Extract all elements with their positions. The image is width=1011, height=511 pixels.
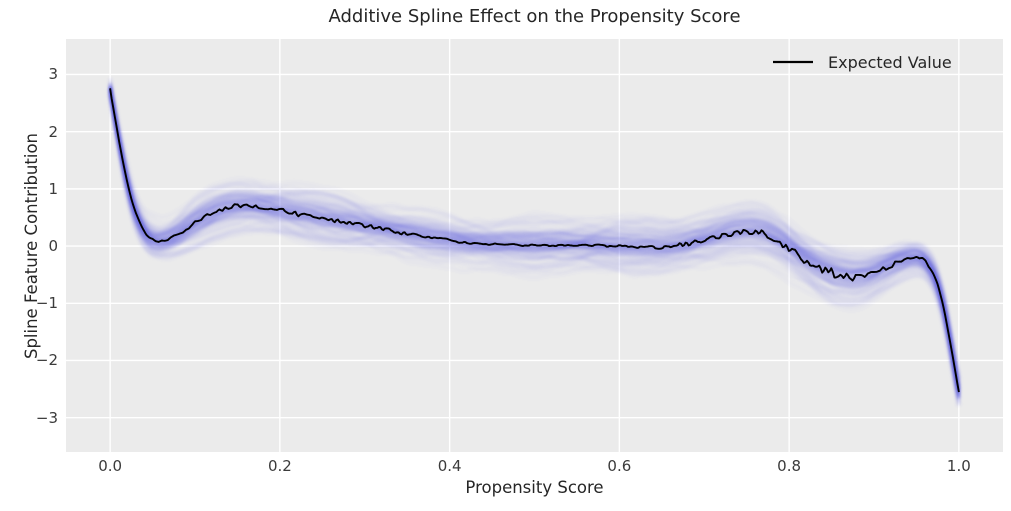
x-tick-label: 0.4 [437,457,462,475]
y-tick-label: 2 [48,122,58,141]
legend-label: Expected Value [828,52,952,72]
y-tick-label: −3 [35,408,58,427]
legend-line-swatch [773,60,813,64]
x-tick-label: 0.0 [98,457,123,475]
x-tick-label: 0.8 [777,457,802,475]
x-axis-label: Propensity Score [465,478,604,497]
y-tick-label: −1 [35,294,58,313]
x-tick-label: 0.2 [267,457,292,475]
legend: Expected Value [772,50,952,74]
y-tick-label: 3 [48,65,58,84]
y-tick-label: −2 [35,351,58,370]
chart-title: Additive Spline Effect on the Propensity… [328,6,741,27]
x-tick-label: 0.6 [607,457,632,475]
y-tick-label: 0 [48,237,58,256]
expected-value-line [109,88,960,393]
y-tick-label: 1 [48,179,58,198]
x-tick-label: 1.0 [946,457,971,475]
